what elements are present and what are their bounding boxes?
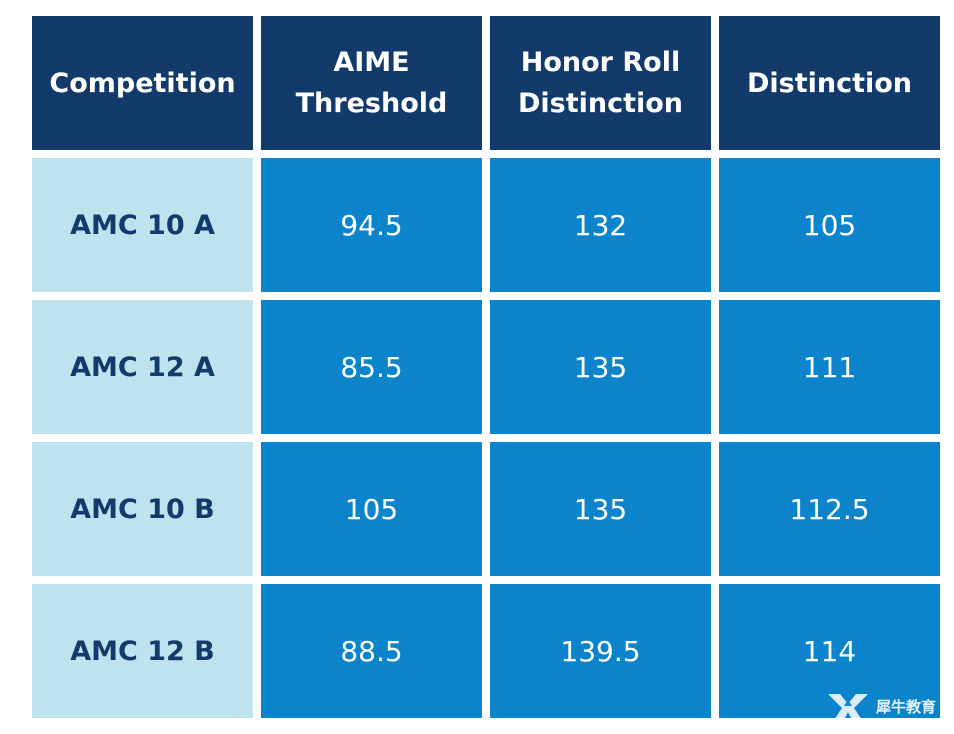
row-label: AMC 12 A xyxy=(32,300,253,434)
header-honor-roll-distinction: Honor Roll Distinction xyxy=(490,16,711,150)
table-cell: 111 xyxy=(719,300,940,434)
table-cell: 112.5 xyxy=(719,442,940,576)
header-distinction: Distinction xyxy=(719,16,940,150)
rhino-logo-icon xyxy=(826,690,870,722)
table-cell: 135 xyxy=(490,300,711,434)
row-label: AMC 10 B xyxy=(32,442,253,576)
table-cell: 94.5 xyxy=(261,158,482,292)
watermark-text: 犀牛教育 xyxy=(876,697,937,716)
row-label: AMC 10 A xyxy=(32,158,253,292)
table-cell: 114 xyxy=(719,584,940,718)
header-line: Honor Roll xyxy=(520,47,681,78)
row-label: AMC 12 B xyxy=(32,584,253,718)
table-cell: 105 xyxy=(719,158,940,292)
table-cell: 85.5 xyxy=(261,300,482,434)
table-cell: 139.5 xyxy=(490,584,711,718)
table-cell: 105 xyxy=(261,442,482,576)
table-cell: 88.5 xyxy=(261,584,482,718)
score-table: Competition AIME Threshold Honor Roll Dist… xyxy=(32,16,940,718)
header-line: AIME xyxy=(333,47,410,78)
table-cell: 132 xyxy=(490,158,711,292)
header-competition: Competition xyxy=(32,16,253,150)
header-aime-threshold: AIME Threshold xyxy=(261,16,482,150)
table-cell: 135 xyxy=(490,442,711,576)
watermark: 犀牛教育 xyxy=(826,686,952,726)
header-line: Distinction xyxy=(517,88,684,119)
header-line: Threshold xyxy=(295,88,448,119)
